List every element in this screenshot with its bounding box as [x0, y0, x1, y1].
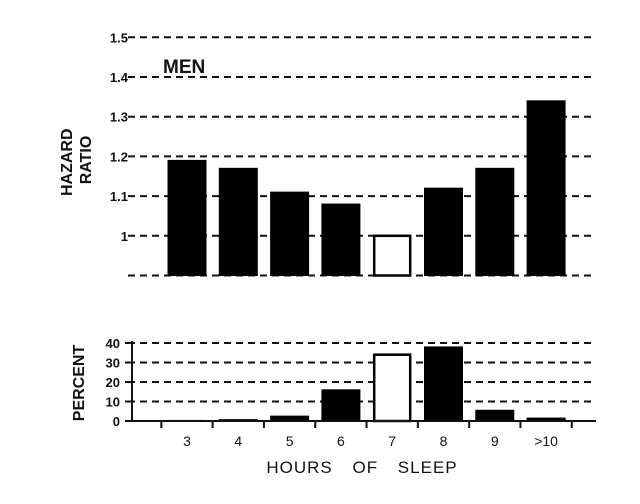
x-tick-label: 5 — [286, 433, 294, 449]
hazard-y-tick-label: 1.2 — [110, 149, 128, 164]
percent-y-tick-label: 20 — [106, 375, 120, 390]
hazard-y-tick-label: 1 — [121, 229, 128, 244]
percent-bar-7 — [372, 353, 412, 423]
hazard-y-tick-label: 1.4 — [110, 70, 129, 85]
hazard-bar-4 — [218, 167, 258, 276]
percent-bars — [167, 346, 566, 423]
hazard-bar-7 — [372, 234, 412, 277]
percent-bar-9 — [475, 409, 515, 422]
hazard-bars — [167, 100, 566, 277]
hazard-y-tick-label: 1.3 — [110, 110, 128, 125]
hazard-bar-5 — [270, 191, 310, 277]
x-tick-label: 4 — [234, 433, 242, 449]
percent-bar-8 — [424, 346, 463, 422]
x-axis-label: HOURS OF SLEEP — [266, 458, 457, 477]
percent-y-ticks: 0 10 20 30 40 — [106, 336, 120, 429]
x-tick-label: 8 — [440, 433, 448, 449]
hazard-bar-3 — [167, 159, 207, 276]
x-tick-label: 9 — [491, 433, 499, 449]
hazard-bar->10 — [526, 100, 566, 276]
hazard-bar-6 — [321, 203, 361, 276]
hazard-y-ticks: 1 1.1 1.2 1.3 1.4 1.5 — [110, 30, 129, 244]
percent-bar-6 — [321, 389, 361, 422]
hazard-y-axis-label-line-1: HAZARD — [59, 128, 76, 196]
percent-y-tick-label: 30 — [106, 356, 120, 371]
hazard-y-axis-label: HAZARD RATIO — [59, 124, 95, 196]
percent-y-tick-label: 10 — [106, 395, 120, 410]
percent-y-tick-label: 40 — [106, 336, 120, 351]
percent-axes — [125, 341, 596, 428]
hazard-y-tick-label: 1.5 — [110, 30, 128, 45]
percent-y-axis-label: PERCENT — [71, 345, 88, 422]
hazard-y-tick-label: 1.1 — [110, 189, 128, 204]
percent-x-ticks: 3 4 5 6 7 8 9 >10 — [183, 433, 558, 449]
x-tick-label: 6 — [337, 433, 345, 449]
x-tick-label: 3 — [183, 433, 191, 449]
hazard-bar-9 — [475, 167, 515, 276]
chart-title: MEN — [163, 57, 205, 78]
hazard-bar-8 — [424, 187, 463, 276]
x-tick-label: >10 — [534, 433, 558, 449]
hazard-y-axis-label-line-2: RATIO — [78, 136, 95, 185]
percent-gridlines — [128, 342, 596, 422]
x-tick-label: 7 — [388, 433, 396, 449]
percent-y-tick-label: 0 — [113, 414, 120, 429]
